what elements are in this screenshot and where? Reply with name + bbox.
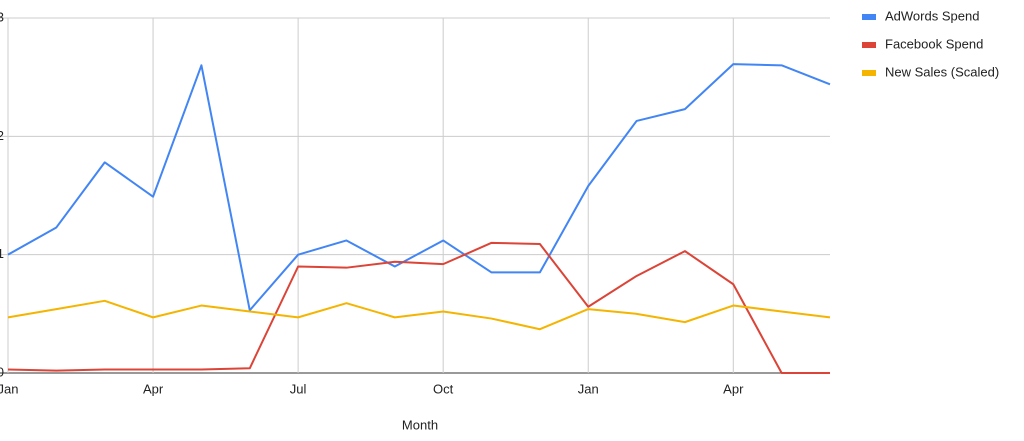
legend-swatch bbox=[862, 70, 876, 76]
legend-swatch bbox=[862, 42, 876, 48]
x-tick-label: Jan bbox=[0, 381, 18, 396]
series-line bbox=[7, 299, 831, 331]
legend-label: AdWords Spend bbox=[885, 8, 979, 23]
x-tick-label: Jul bbox=[290, 381, 307, 396]
series-line bbox=[7, 241, 830, 374]
y-tick-label: 3 bbox=[0, 9, 4, 24]
x-tick-label: Jan bbox=[578, 381, 599, 396]
y-tick-label: 1 bbox=[0, 246, 4, 261]
legend-label: Facebook Spend bbox=[885, 36, 983, 51]
y-tick-label: 0 bbox=[0, 364, 4, 379]
x-axis-label: Month bbox=[402, 417, 438, 432]
x-tick-label: Apr bbox=[143, 381, 164, 396]
y-tick-label: 2 bbox=[0, 128, 4, 143]
legend-swatch bbox=[862, 14, 876, 20]
series-line bbox=[7, 63, 831, 312]
x-tick-label: Oct bbox=[433, 381, 454, 396]
x-tick-label: Apr bbox=[723, 381, 744, 396]
legend-label: New Sales (Scaled) bbox=[885, 64, 999, 79]
